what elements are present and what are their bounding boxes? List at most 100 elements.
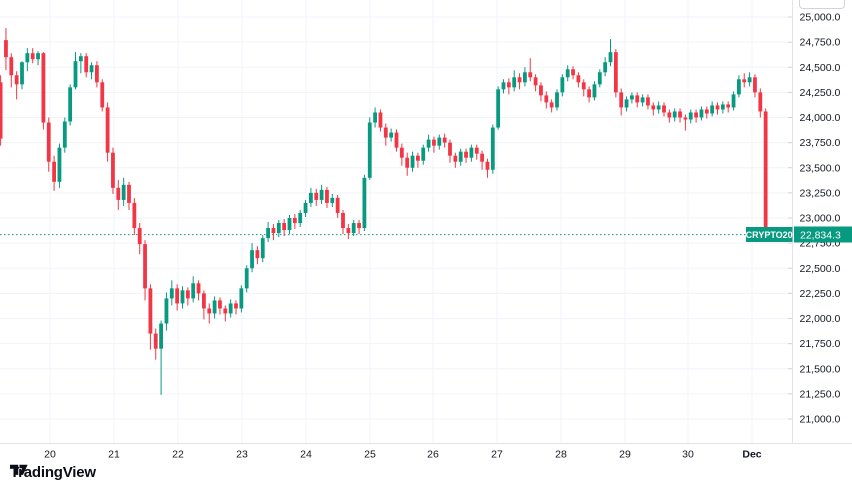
candle-body bbox=[89, 65, 94, 73]
candle-body bbox=[335, 197, 340, 213]
candle-body bbox=[399, 147, 404, 158]
candle-body bbox=[416, 155, 420, 161]
candle-body bbox=[218, 300, 222, 309]
candle-body bbox=[667, 112, 672, 118]
candle-body bbox=[753, 77, 757, 93]
tradingview-logo[interactable]: TradingView bbox=[10, 463, 96, 483]
last-price-value: 22,834.3 bbox=[800, 230, 841, 242]
price-axis-label: 22,500.0 bbox=[800, 263, 841, 275]
candle-body bbox=[111, 152, 115, 188]
candle-body bbox=[25, 53, 30, 63]
time-axis-label: 20 bbox=[44, 449, 56, 461]
price-axis-label: 23,000.0 bbox=[800, 213, 841, 225]
candle-body bbox=[624, 99, 629, 108]
candle-body bbox=[581, 82, 586, 90]
candle-body bbox=[565, 69, 570, 78]
candle-body bbox=[549, 102, 554, 108]
price-axis-label: 22,250.0 bbox=[800, 288, 841, 300]
candle-body bbox=[57, 147, 62, 182]
candle-body bbox=[608, 52, 613, 63]
candle-body bbox=[164, 298, 169, 324]
candle-body bbox=[159, 323, 163, 349]
time-axis-label: 24 bbox=[300, 449, 312, 461]
candle-body bbox=[105, 107, 110, 153]
candle-body bbox=[341, 212, 345, 229]
candle-body bbox=[458, 151, 463, 162]
time-axis-label: 29 bbox=[619, 449, 631, 461]
candle-body bbox=[731, 94, 736, 108]
time-axis[interactable] bbox=[0, 444, 852, 462]
candle-body bbox=[148, 288, 153, 334]
candle-body bbox=[121, 184, 126, 200]
candle-body bbox=[560, 77, 565, 93]
candle-body bbox=[747, 77, 752, 83]
candle-body bbox=[153, 333, 158, 349]
candle-body bbox=[613, 52, 618, 93]
candle-body bbox=[699, 109, 704, 118]
candle-body bbox=[357, 223, 361, 229]
candle-body bbox=[132, 202, 137, 229]
time-axis-label: 25 bbox=[364, 449, 376, 461]
candle-body bbox=[576, 75, 581, 83]
price-axis-label: 24,000.0 bbox=[800, 112, 841, 124]
candle-body bbox=[298, 212, 303, 224]
price-axis[interactable] bbox=[793, 0, 852, 443]
time-axis-label: 27 bbox=[491, 449, 503, 461]
candle-body bbox=[46, 122, 51, 162]
candle-body bbox=[52, 161, 56, 182]
candle-body bbox=[30, 53, 35, 60]
candle-body bbox=[480, 153, 484, 162]
axis-settings-button[interactable] bbox=[799, 0, 845, 9]
candle-body bbox=[517, 77, 522, 83]
time-axis-label: 22 bbox=[172, 449, 184, 461]
last-price-label: 22,834.3 bbox=[794, 226, 852, 243]
candle-body bbox=[442, 137, 447, 143]
time-axis-label: 30 bbox=[682, 449, 694, 461]
gridlines bbox=[0, 0, 793, 443]
candle-body bbox=[95, 65, 99, 83]
candle-body bbox=[726, 104, 731, 108]
candle-body bbox=[303, 202, 308, 213]
time-axis-label: 28 bbox=[555, 449, 567, 461]
candle-body bbox=[646, 97, 650, 106]
candle-body bbox=[426, 139, 431, 148]
candle-body bbox=[239, 288, 244, 309]
candle-body bbox=[9, 57, 14, 76]
candle-body bbox=[41, 53, 46, 123]
candle-body bbox=[555, 92, 559, 108]
candle-body bbox=[405, 157, 410, 168]
candle-body bbox=[758, 92, 763, 112]
candle-body bbox=[137, 228, 142, 245]
candle-body bbox=[250, 250, 254, 269]
candle-body bbox=[84, 56, 89, 73]
candle-body bbox=[394, 132, 399, 148]
candle-body bbox=[672, 111, 677, 118]
candle-body bbox=[309, 192, 313, 203]
candle-body bbox=[367, 122, 372, 178]
candle-body bbox=[421, 147, 426, 161]
price-axis-label: 23,250.0 bbox=[800, 187, 841, 199]
candle-body bbox=[490, 127, 495, 170]
candle-body bbox=[704, 109, 709, 114]
candle-body bbox=[683, 117, 688, 120]
candle-body bbox=[603, 62, 608, 73]
candle-body bbox=[640, 97, 645, 103]
candle-body bbox=[325, 189, 329, 203]
candle-body bbox=[630, 95, 634, 100]
candle-body bbox=[292, 218, 297, 224]
candle-body bbox=[432, 139, 436, 146]
candle-body bbox=[410, 155, 415, 168]
candle-body bbox=[319, 189, 324, 200]
candle-body bbox=[506, 82, 511, 88]
candle-body bbox=[453, 155, 458, 162]
candle-body bbox=[234, 303, 238, 309]
candle-body bbox=[260, 238, 265, 259]
candle-body bbox=[474, 147, 479, 154]
candle-body bbox=[244, 268, 249, 289]
candle-body bbox=[383, 127, 388, 138]
candle-body bbox=[266, 228, 270, 239]
candle-body bbox=[287, 218, 292, 231]
candle-body bbox=[469, 147, 474, 158]
candle-body bbox=[496, 89, 501, 128]
